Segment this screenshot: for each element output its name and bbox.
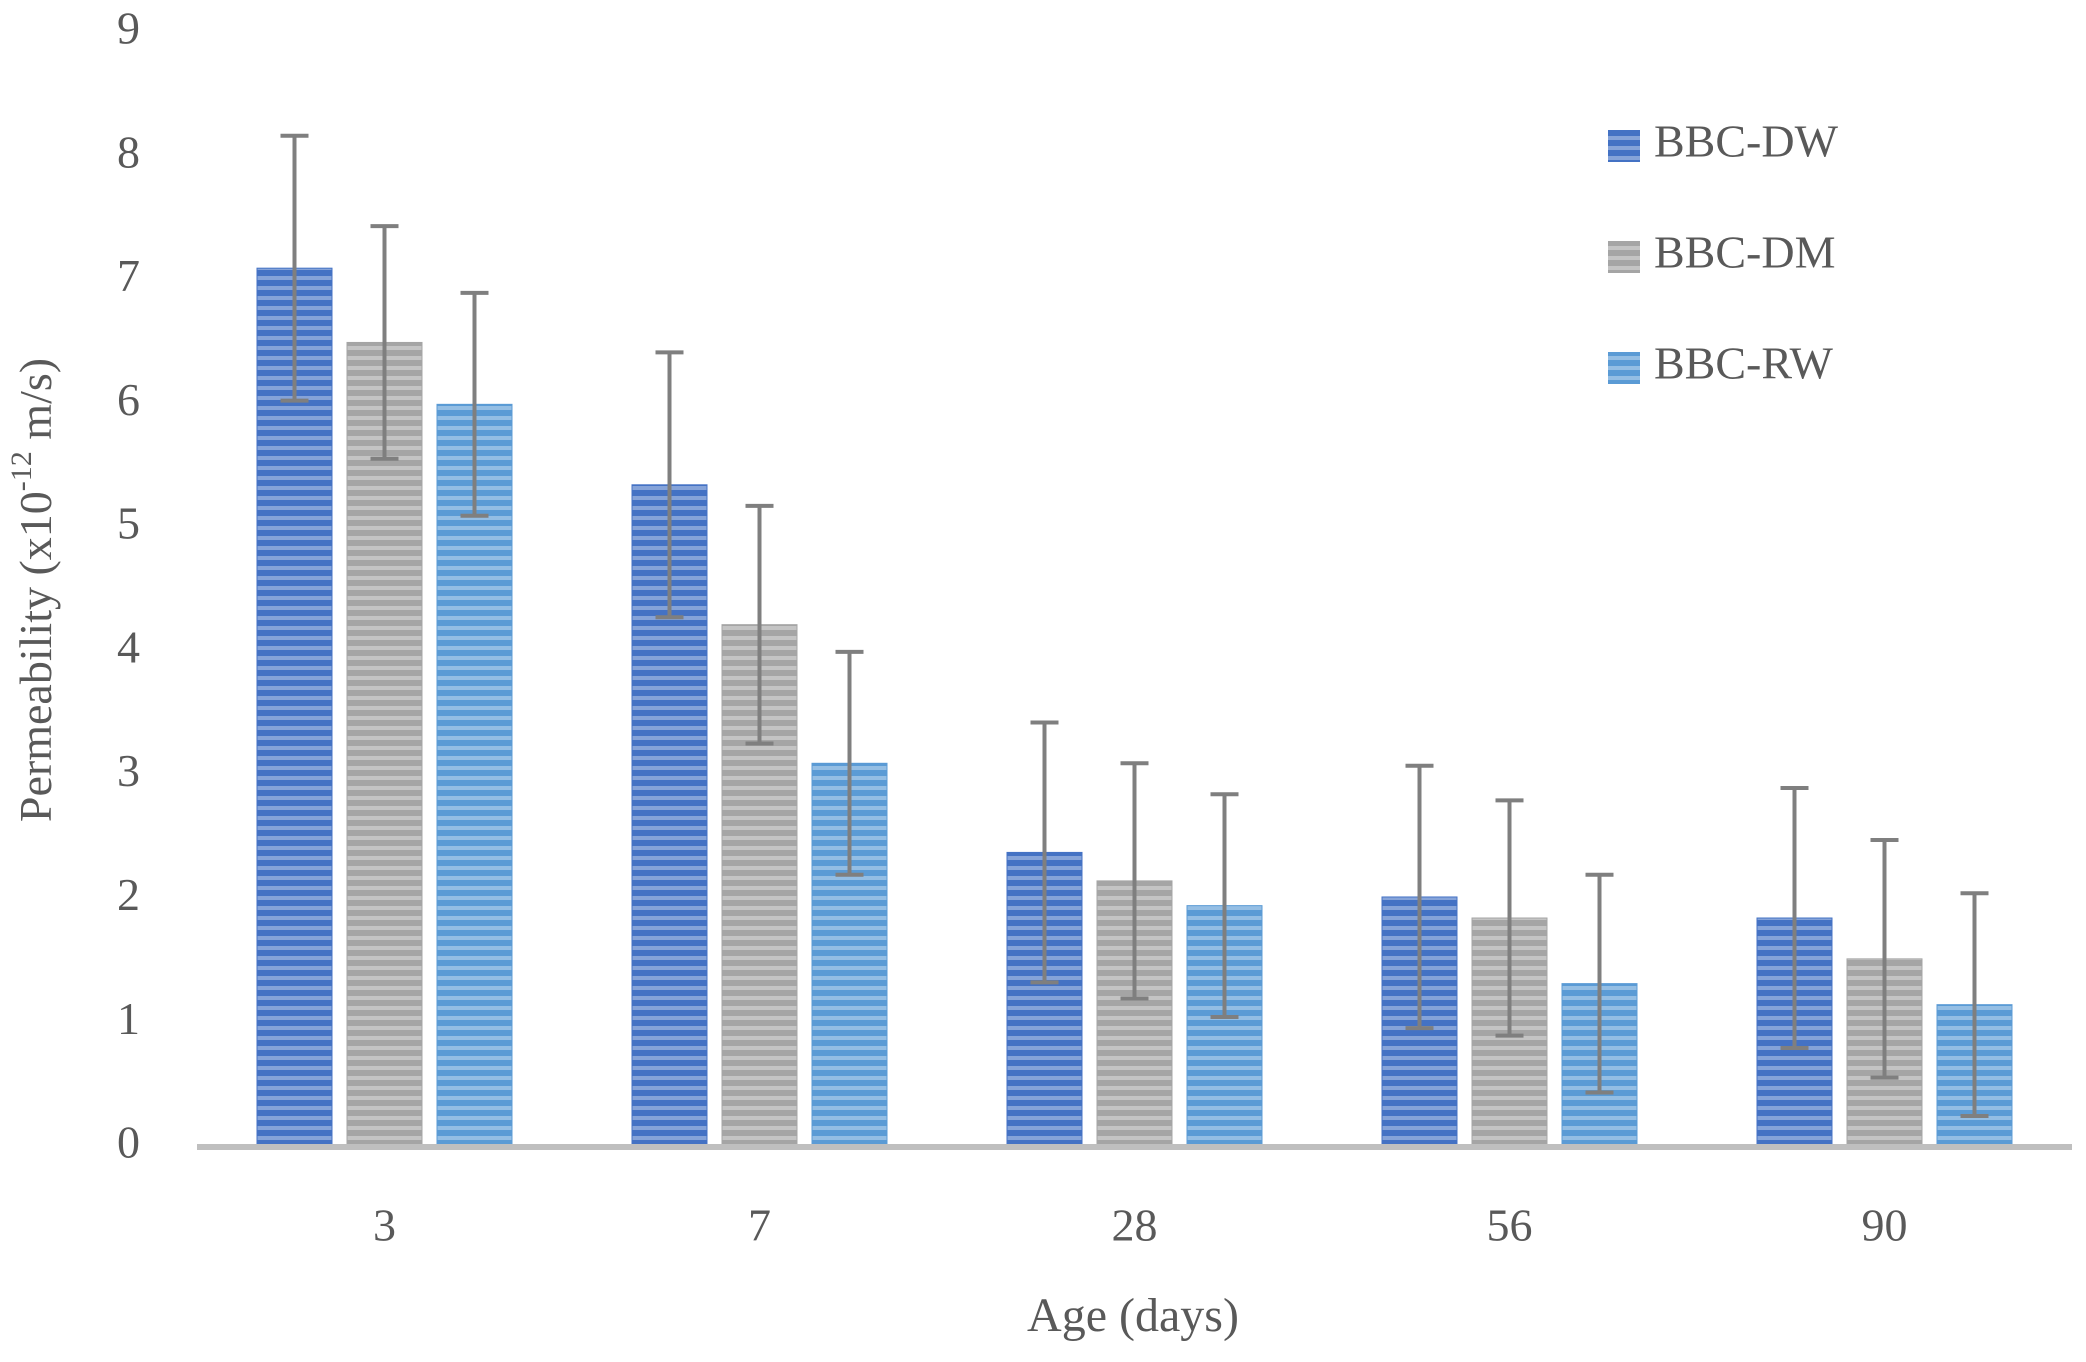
legend-label: BBC-DW bbox=[1654, 116, 1839, 167]
y-axis-title-main: Permeability (x10 bbox=[10, 491, 61, 822]
legend-swatch bbox=[1608, 241, 1640, 273]
y-tick-label: 5 bbox=[117, 498, 140, 549]
error-bar bbox=[745, 503, 774, 746]
y-tick-label: 9 bbox=[117, 3, 140, 54]
y-tick-label: 0 bbox=[117, 1117, 140, 1168]
error-bar bbox=[1780, 786, 1809, 1050]
y-tick-label: 8 bbox=[117, 126, 140, 177]
error-bar bbox=[370, 224, 399, 461]
error-bar bbox=[1870, 838, 1899, 1080]
error-bar bbox=[1495, 798, 1524, 1038]
error-bar bbox=[1960, 891, 1989, 1119]
bar bbox=[346, 341, 423, 1148]
x-tick-label: 3 bbox=[373, 1200, 396, 1251]
y-tick-label: 4 bbox=[117, 621, 140, 672]
error-bar bbox=[1585, 872, 1614, 1095]
y-tick-label: 1 bbox=[117, 993, 140, 1044]
legend-swatch bbox=[1608, 352, 1640, 384]
error-bar bbox=[460, 290, 489, 518]
x-tick-label: 90 bbox=[1862, 1200, 1908, 1251]
bar bbox=[436, 403, 513, 1148]
y-tick-label: 3 bbox=[117, 745, 140, 796]
error-bar bbox=[655, 350, 684, 620]
legend-label: BBC-RW bbox=[1654, 338, 1834, 389]
error-bar bbox=[1405, 763, 1434, 1031]
error-bar bbox=[1210, 792, 1239, 1020]
y-axis-title-sup: -12 bbox=[5, 451, 38, 491]
x-tick-label: 7 bbox=[748, 1200, 771, 1251]
y-tick-label: 6 bbox=[117, 374, 140, 425]
y-tick-label: 2 bbox=[117, 869, 140, 920]
error-bar bbox=[1030, 720, 1059, 985]
x-tick-label: 56 bbox=[1487, 1200, 1533, 1251]
legend-label: BBC-DM bbox=[1654, 227, 1835, 278]
error-bar bbox=[1120, 761, 1149, 1001]
x-tick-label: 28 bbox=[1112, 1200, 1158, 1251]
legend-swatch bbox=[1608, 130, 1640, 162]
bar bbox=[256, 267, 333, 1148]
y-axis-title: Permeability (x10-12 m/s) bbox=[5, 358, 61, 822]
y-axis-title-unit: m/s) bbox=[10, 358, 61, 451]
error-bar bbox=[835, 649, 864, 877]
error-bar bbox=[280, 133, 309, 403]
x-axis-title: Age (days) bbox=[1027, 1289, 1239, 1342]
y-tick-label: 7 bbox=[117, 250, 140, 301]
